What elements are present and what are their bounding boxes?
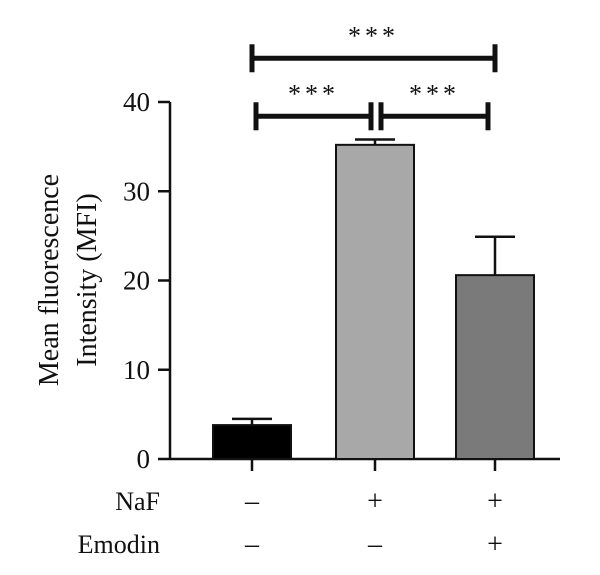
bars bbox=[212, 143, 535, 460]
significance-brackets: *** *** *** bbox=[249, 21, 498, 131]
significance-label: *** bbox=[288, 79, 339, 108]
significance-label: *** bbox=[409, 79, 460, 108]
condition-mark: – bbox=[244, 486, 260, 517]
y-axis-label: Mean fluorescence Intensity (MFI) bbox=[34, 174, 103, 386]
condition-label: NaF bbox=[115, 487, 160, 516]
y-axis-title-line: Mean fluorescence bbox=[34, 174, 65, 386]
y-tick-label: 30 bbox=[123, 176, 150, 206]
condition-label: Emodin bbox=[78, 530, 160, 559]
bar bbox=[335, 143, 415, 460]
y-axis-title: Mean fluorescence Intensity (MFI) bbox=[34, 174, 103, 386]
y-axis-title-line: Intensity (MFI) bbox=[72, 193, 103, 366]
significance-label: *** bbox=[348, 21, 399, 50]
condition-mark: – bbox=[244, 529, 260, 560]
y-tick-label: 0 bbox=[137, 444, 151, 474]
bar bbox=[455, 274, 535, 460]
condition-mark: + bbox=[367, 486, 383, 517]
x-axis bbox=[170, 457, 560, 471]
y-axis: 0 10 20 30 40 bbox=[123, 87, 172, 474]
condition-table: NaF – + + Emodin – – + bbox=[78, 486, 503, 560]
bar bbox=[212, 424, 292, 460]
y-tick-label: 40 bbox=[123, 87, 150, 117]
condition-mark: + bbox=[487, 529, 503, 560]
y-tick-label: 10 bbox=[123, 355, 150, 385]
condition-mark: + bbox=[487, 486, 503, 517]
y-tick-label: 20 bbox=[123, 266, 150, 296]
condition-mark: – bbox=[367, 529, 383, 560]
error-bars bbox=[232, 138, 515, 426]
